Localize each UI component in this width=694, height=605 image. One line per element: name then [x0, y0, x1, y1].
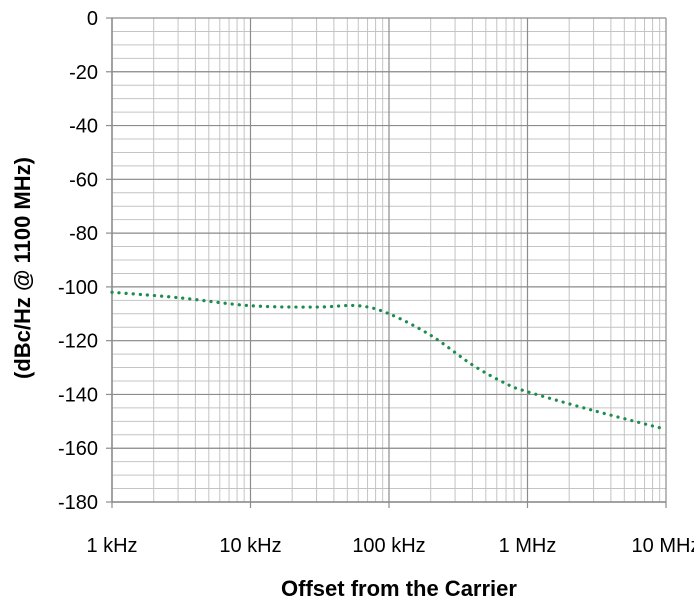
x-tick-label: 10 MHz [632, 535, 694, 557]
y-tick-label: 0 [87, 8, 98, 30]
x-tick-label: 100 kHz [352, 535, 425, 557]
y-axis-title: (dBc/Hz @ 1100 MHz) [10, 157, 35, 379]
y-tick-label: -120 [58, 331, 98, 353]
y-tick-labels: 0 -20 -40 -60 -80 -100 -120 -140 -160 -180 [58, 8, 98, 514]
x-tick-labels: 1 kHz 10 kHz 100 kHz 1 MHz 10 MHz [86, 535, 694, 557]
y-tick-label: -40 [69, 116, 98, 138]
y-tick-label: -180 [58, 492, 98, 514]
x-tick-label: 10 kHz [219, 535, 281, 557]
series-line [110, 290, 668, 431]
y-tick-label: -60 [69, 169, 98, 191]
y-tick-label: -160 [58, 438, 98, 460]
y-tick-label: -100 [58, 277, 98, 299]
y-tick-label: -80 [69, 223, 98, 245]
x-tick-label: 1 kHz [86, 535, 137, 557]
y-tick-label: -140 [58, 384, 98, 406]
y-tick-label: -20 [69, 62, 98, 84]
grid [106, 17, 667, 508]
series-layer [110, 290, 668, 431]
x-axis-title: Offset from the Carrier [281, 576, 517, 601]
x-tick-label: 1 MHz [499, 535, 557, 557]
